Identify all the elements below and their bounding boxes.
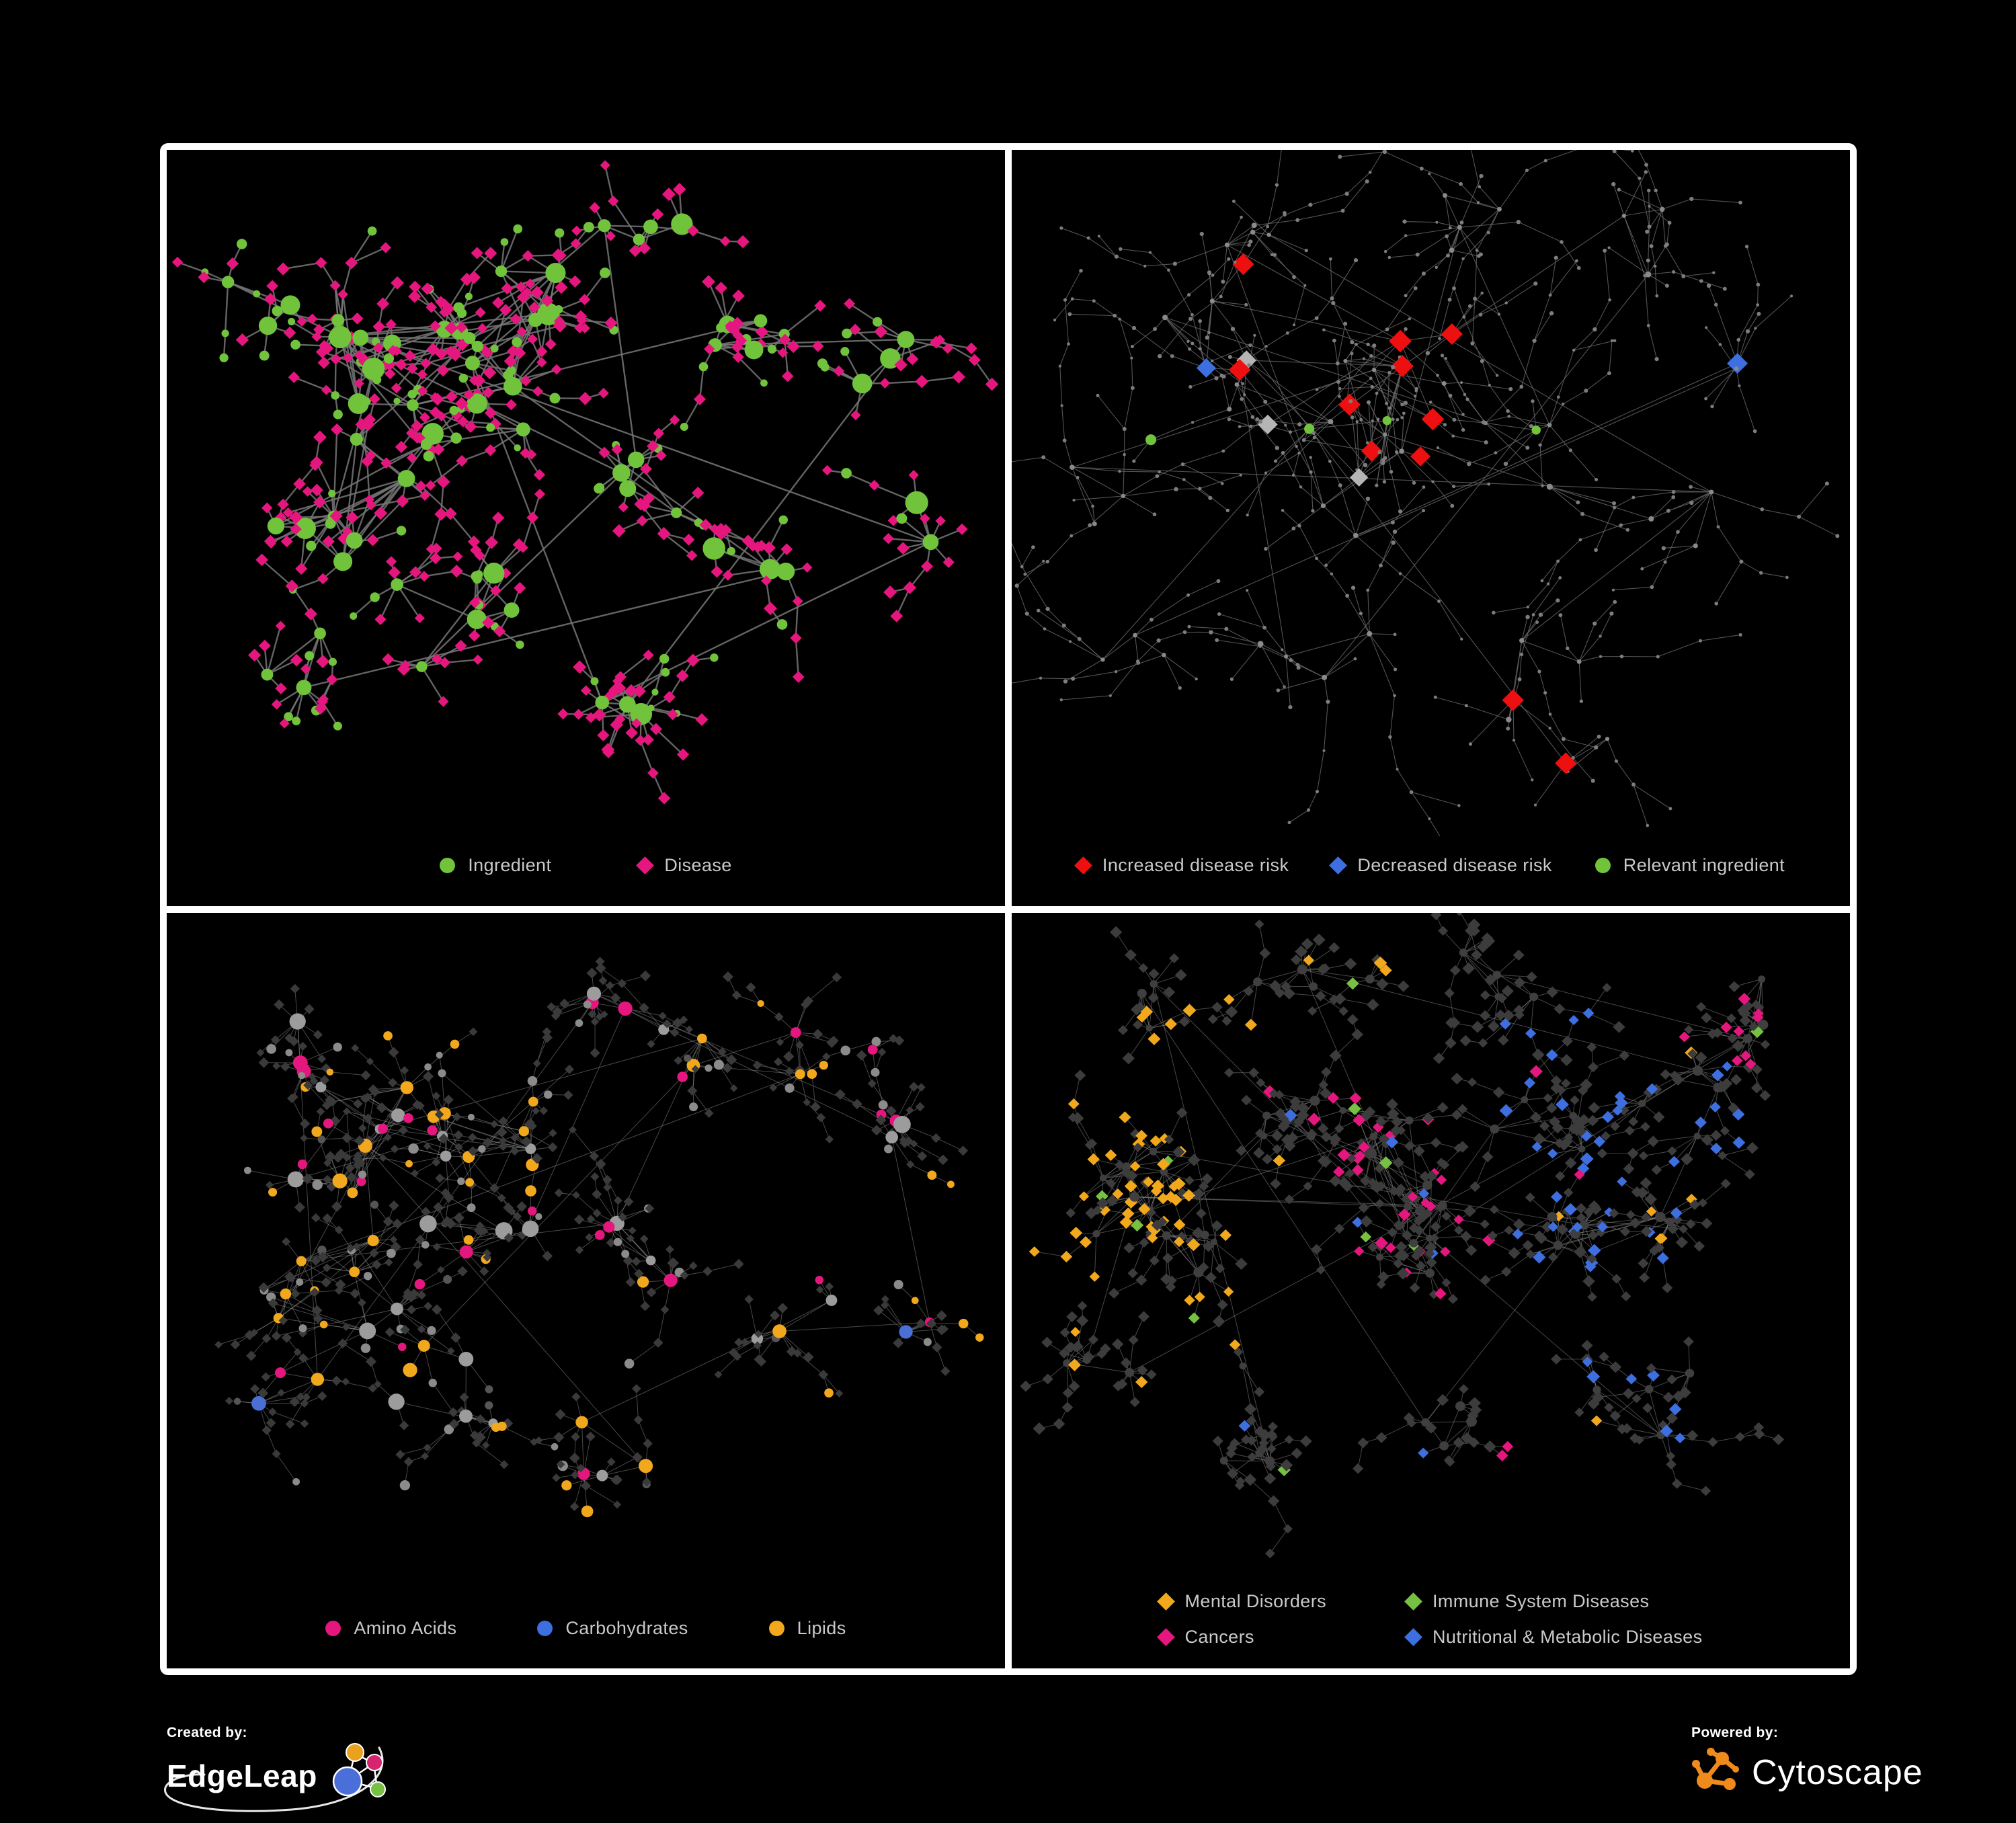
legend-label: Carbohydrates: [565, 1618, 688, 1639]
legend-label: Mental Disorders: [1185, 1591, 1326, 1612]
legend-label: Ingredient: [468, 855, 551, 876]
diamond-marker-icon: [1157, 1628, 1175, 1646]
panel-disease-class: Mental Disorders Immune System Diseases Ca…: [1012, 913, 1850, 1669]
diamond-marker-icon: [636, 856, 654, 875]
legend-disease-risk: Increased disease risk Decreased disease …: [1012, 836, 1850, 906]
legend-item-lipids: Lipids: [769, 1618, 846, 1639]
powered-by-label: Powered by:: [1691, 1725, 1923, 1741]
legend-item-amino-acids: Amino Acids: [325, 1618, 456, 1639]
figure-grid: Ingredient Disease Increased disease risk…: [160, 143, 1857, 1675]
panel-ingredient-disease: Ingredient Disease: [167, 150, 1005, 906]
cytoscape-logo: Cytoscape: [1691, 1744, 1923, 1801]
cytoscape-wordmark: Cytoscape: [1752, 1752, 1923, 1793]
diamond-marker-icon: [1157, 1592, 1175, 1611]
diamond-marker-icon: [1404, 1592, 1422, 1611]
legend-item-decreased-disease-risk: Decreased disease risk: [1332, 855, 1551, 876]
network-graph-disease-risk: [1012, 150, 1850, 836]
legend-item-relevant-ingredient: Relevant ingredient: [1595, 855, 1785, 876]
panel-nutrient-class: Amino Acids Carbohydrates Lipids: [167, 913, 1005, 1669]
cytoscape-credit: Powered by: Cytoscape: [1691, 1725, 1923, 1801]
legend-label: Nutritional & Metabolic Diseases: [1433, 1627, 1702, 1648]
network-graph-nutrient-class: [167, 913, 1005, 1599]
network-graph-disease-class: [1012, 913, 1850, 1584]
legend-label: Cancers: [1185, 1627, 1254, 1648]
legend-nutrient-class: Amino Acids Carbohydrates Lipids: [167, 1598, 1005, 1668]
legend-item-nutritional-metabolic-diseases: Nutritional & Metabolic Diseases: [1407, 1627, 1702, 1648]
legend-disease-class: Mental Disorders Immune System Diseases Ca…: [1012, 1584, 1850, 1668]
circle-marker-icon: [537, 1621, 553, 1636]
legend-item-increased-disease-risk: Increased disease risk: [1077, 855, 1289, 876]
circle-marker-icon: [1595, 858, 1611, 873]
legend-ingredient-disease: Ingredient Disease: [167, 836, 1005, 906]
circle-marker-icon: [440, 858, 455, 873]
legend-item-ingredient: Ingredient: [440, 855, 551, 876]
legend-label: Immune System Diseases: [1433, 1591, 1649, 1612]
diamond-marker-icon: [1329, 856, 1347, 875]
legend-item-carbohydrates: Carbohydrates: [537, 1618, 688, 1639]
circle-marker-icon: [769, 1621, 784, 1636]
edgeleap-network-icon: [319, 1743, 390, 1809]
circle-marker-icon: [325, 1621, 341, 1636]
diamond-marker-icon: [1404, 1628, 1422, 1646]
legend-item-mental-disorders: Mental Disorders: [1160, 1591, 1326, 1612]
diamond-marker-icon: [1074, 856, 1092, 875]
legend-item-disease: Disease: [639, 855, 731, 876]
legend-item-immune-system-diseases: Immune System Diseases: [1407, 1591, 1702, 1612]
network-graph-ingredient-disease: [167, 150, 1005, 836]
cytoscape-network-icon: [1691, 1747, 1742, 1798]
legend-label: Relevant ingredient: [1623, 855, 1785, 876]
legend-label: Amino Acids: [354, 1618, 456, 1639]
created-by-label: Created by:: [167, 1725, 390, 1741]
edgeleap-credit: Created by: EdgeLeap: [167, 1725, 390, 1808]
legend-label: Increased disease risk: [1102, 855, 1289, 876]
legend-label: Disease: [664, 855, 731, 876]
edgeleap-logo: EdgeLeap: [167, 1744, 390, 1808]
panel-disease-risk: Increased disease risk Decreased disease …: [1012, 150, 1850, 906]
legend-label: Decreased disease risk: [1357, 855, 1551, 876]
legend-item-cancers: Cancers: [1160, 1627, 1326, 1648]
edgeleap-wordmark: EdgeLeap: [167, 1758, 317, 1794]
legend-label: Lipids: [797, 1618, 846, 1639]
